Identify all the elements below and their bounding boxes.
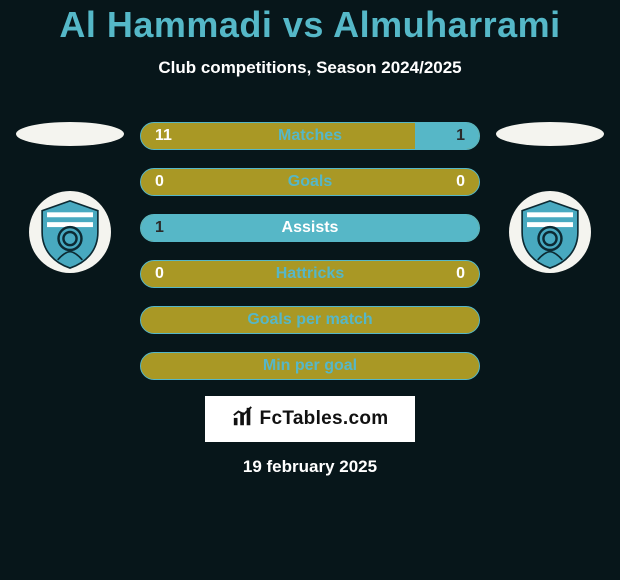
stat-label: Min per goal bbox=[141, 353, 479, 379]
stat-bar: 1Assists bbox=[140, 214, 480, 242]
stat-label: Hattricks bbox=[141, 261, 479, 287]
stat-label: Goals bbox=[141, 169, 479, 195]
date-text: 19 february 2025 bbox=[0, 457, 620, 477]
stat-bar: 111Matches bbox=[140, 122, 480, 150]
stat-bar: 00Goals bbox=[140, 168, 480, 196]
stat-bar: Min per goal bbox=[140, 352, 480, 380]
brand-badge: FcTables.com bbox=[205, 396, 415, 442]
stat-bars-container: 111Matches 00Goals 1Assists 00Hattricks Goal… bbox=[140, 122, 480, 380]
left-club-crest bbox=[29, 191, 111, 273]
brand-text: FcTables.com bbox=[260, 408, 389, 430]
stat-label: Matches bbox=[141, 123, 479, 149]
left-player-oval bbox=[16, 122, 124, 146]
comparison-content: 111Matches 00Goals 1Assists 00Hattricks Goal… bbox=[0, 122, 620, 380]
stat-bar: Goals per match bbox=[140, 306, 480, 334]
stat-bar: 00Hattricks bbox=[140, 260, 480, 288]
page-title: Al Hammadi vs Almuharrami bbox=[0, 4, 620, 46]
stat-label: Assists bbox=[141, 215, 479, 241]
right-club-crest bbox=[509, 191, 591, 273]
left-side bbox=[15, 122, 125, 273]
stat-label: Goals per match bbox=[141, 307, 479, 333]
brand-chart-icon bbox=[232, 406, 254, 433]
right-player-oval bbox=[496, 122, 604, 146]
right-side bbox=[495, 122, 605, 273]
subtitle: Club competitions, Season 2024/2025 bbox=[0, 58, 620, 78]
